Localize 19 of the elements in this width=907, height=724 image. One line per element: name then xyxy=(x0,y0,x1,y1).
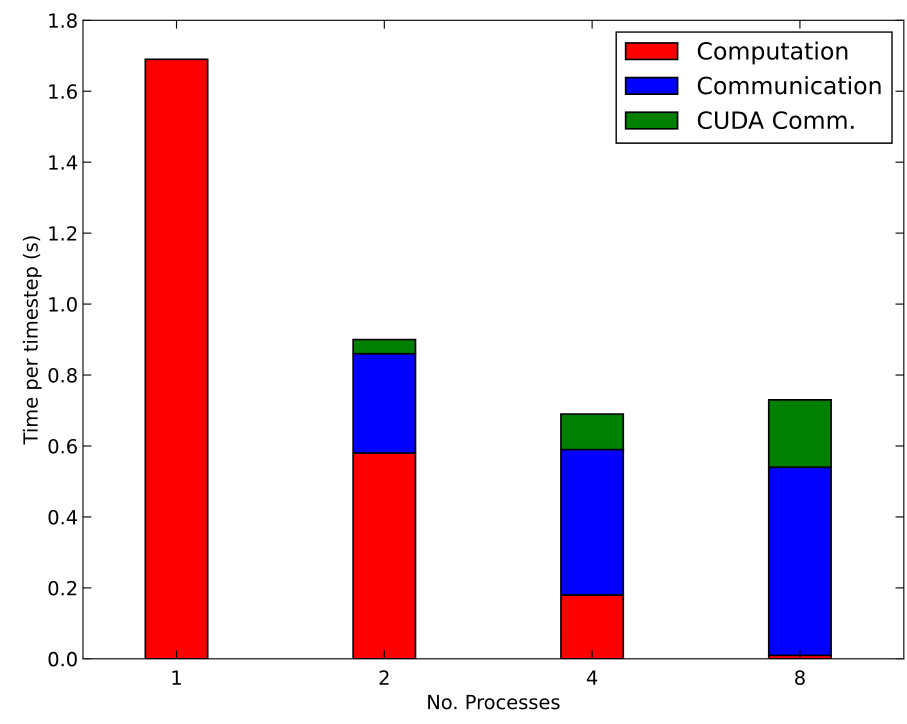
legend-label: CUDA Comm. xyxy=(698,111,854,130)
y-tick-label: 0.4 xyxy=(48,510,78,525)
x-axis-title: No. Processes xyxy=(428,694,560,710)
y-tick-label: 0.8 xyxy=(48,368,77,383)
y-tick-label: 1.0 xyxy=(49,297,77,312)
y-axis-title: Time per timestep (s) xyxy=(22,236,42,444)
y-tick-label: 1.2 xyxy=(49,226,76,241)
x-tick-label: 1 xyxy=(172,670,181,685)
x-tick-label: 4 xyxy=(586,670,598,685)
y-tick-label: 0.2 xyxy=(48,580,76,596)
y-tick-label: 1.8 xyxy=(49,13,77,28)
y-tick-label: 1.6 xyxy=(49,84,77,99)
x-tick-label: 2 xyxy=(380,670,389,685)
legend-label: Communication xyxy=(698,76,881,94)
y-tick-label: 0.6 xyxy=(48,438,77,454)
y-tick-label: 0.0 xyxy=(48,652,77,667)
legend-label: Computation xyxy=(698,42,848,64)
y-tick-label: 1.4 xyxy=(49,155,78,170)
x-tick-label: 8 xyxy=(795,670,805,685)
